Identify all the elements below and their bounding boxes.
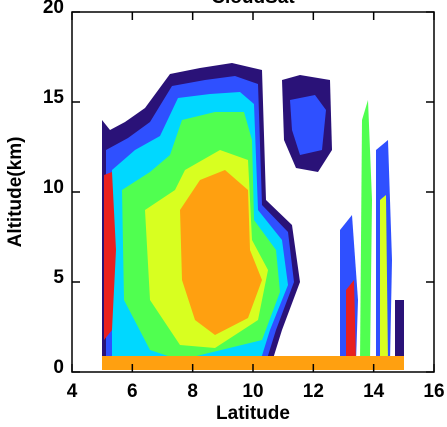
surface-clutter: [102, 356, 404, 370]
curtain-right-col: [346, 280, 356, 362]
x-tick-label: 14: [363, 381, 385, 402]
y-tick-label: 15: [43, 87, 65, 108]
curtain-right-col: [360, 100, 372, 362]
chart-title: CloudSat: [211, 0, 295, 8]
x-tick-label: 6: [127, 381, 138, 402]
curtain-upper-blob-inner: [290, 95, 326, 155]
curtain-orange: [180, 170, 262, 335]
curtain-right-col: [380, 195, 388, 362]
y-tick-label: 0: [53, 357, 64, 378]
y-tick-label: 20: [43, 0, 64, 18]
x-tick-label: 16: [423, 381, 444, 402]
cloud-curtain: [102, 63, 404, 370]
y-tick-label: 5: [53, 267, 64, 288]
y-tick-label: 10: [43, 177, 64, 198]
x-tick-label: 8: [187, 381, 198, 402]
x-tick-label: 12: [303, 381, 324, 402]
x-tick-label: 10: [242, 381, 263, 402]
curtain-right-col: [395, 300, 404, 362]
x-axis-label: Latitude: [216, 403, 290, 424]
y-axis-label: Altitude(km): [5, 137, 26, 248]
x-tick-label: 4: [67, 381, 78, 402]
curtain-red: [104, 172, 116, 340]
